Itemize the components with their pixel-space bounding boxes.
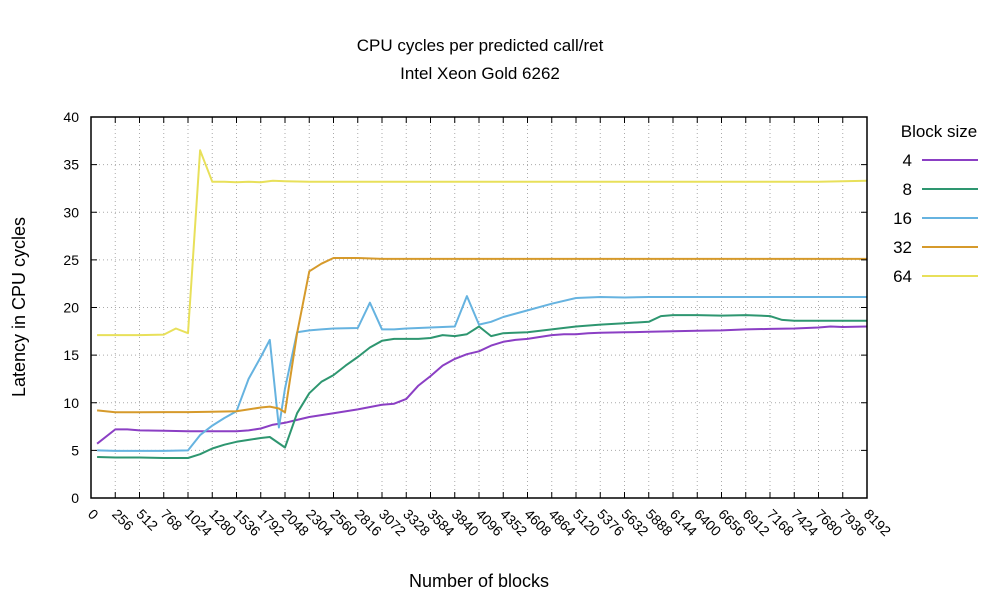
x-tick-label: 512 [133,506,161,534]
y-tick-label: 35 [63,157,79,173]
chart-title: CPU cycles per predicted call/ret [357,36,604,55]
legend-title: Block size [901,122,978,141]
x-tick-label: 256 [109,506,137,534]
series-line-8 [97,314,867,459]
chart-subtitle: Intel Xeon Gold 6262 [400,64,560,83]
y-tick-label: 0 [71,490,79,506]
series-line-16 [97,295,867,452]
y-tick-label: 40 [63,109,79,125]
x-tick-label: 1024 [182,506,215,539]
series-group [96,149,868,459]
y-tick-label: 20 [63,300,79,316]
y-axis: 0 5 10 15 20 25 30 35 40 [63,109,867,506]
legend-label-8: 8 [903,180,912,199]
legend-label-32: 32 [893,238,912,257]
y-tick-label: 15 [63,347,79,363]
y-tick-label: 5 [71,442,79,458]
y-tick-label: 10 [63,395,79,411]
y-tick-label: 30 [63,204,79,220]
x-tick-label: 768 [158,506,186,534]
y-axis-label: Latency in CPU cycles [9,217,29,397]
legend-label-64: 64 [893,267,912,286]
grid [91,117,867,498]
series-line-64 [97,149,868,337]
series-line-32 [96,257,867,414]
x-axis-label: Number of blocks [409,571,549,591]
legend-label-16: 16 [893,209,912,228]
x-tick-label: 0 [85,506,102,523]
legend-label-4: 4 [903,151,912,170]
legend: Block size 4 8 16 32 64 [893,122,978,286]
series-line-4 [96,325,868,445]
y-tick-label: 25 [63,252,79,268]
